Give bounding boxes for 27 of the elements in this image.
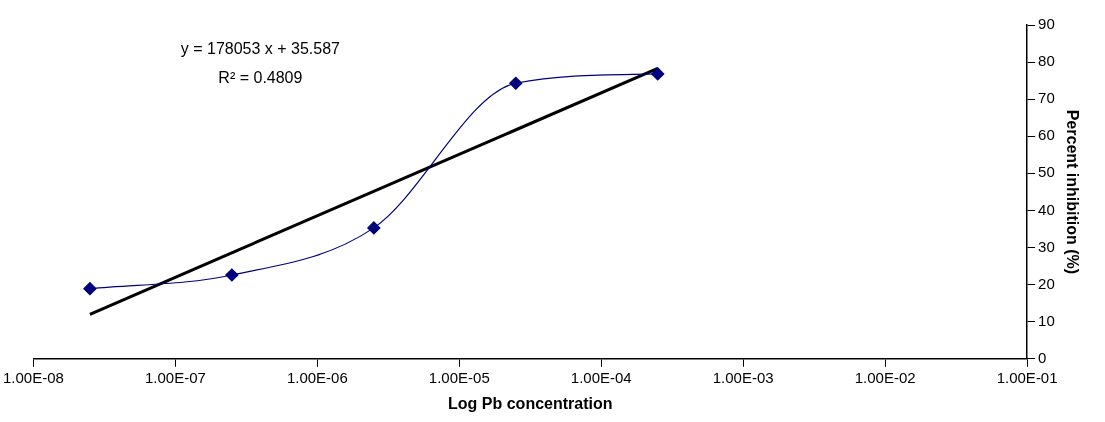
y-tick-label: 70	[1038, 89, 1055, 107]
x-tick-label: 1.00E-06	[286, 368, 348, 386]
y-tick-label: 60	[1038, 126, 1055, 144]
x-axis-title: Log Pb concentration	[448, 394, 613, 412]
point	[509, 76, 523, 90]
y-tick-label: 0	[1038, 348, 1047, 366]
x-tick-label: 1.00E-03	[712, 368, 774, 386]
y-tick-label: 50	[1038, 163, 1055, 181]
y-tick-label: 40	[1038, 200, 1055, 218]
x-tick-label: 1.00E-05	[428, 368, 490, 386]
point	[367, 221, 381, 235]
x-tick-label: 1.00E-04	[570, 368, 632, 386]
x-tick-label: 1.00E-08	[2, 368, 64, 386]
point	[225, 268, 239, 282]
y-tick-label: 30	[1038, 237, 1055, 255]
y-tick-label: 10	[1038, 311, 1055, 329]
x-tick-label: 1.00E-02	[854, 368, 916, 386]
point	[83, 282, 97, 296]
point	[651, 67, 665, 81]
y-tick-label: 80	[1038, 52, 1055, 70]
y-tick-label: 20	[1038, 274, 1055, 292]
y-tick-label: 90	[1038, 15, 1055, 33]
annotation: R² = 0.4809	[218, 69, 303, 86]
y-axis-title: Percent inhibition (%)	[1063, 109, 1081, 275]
annotation: y = 178053 x + 35.587	[180, 40, 341, 57]
x-tick-label: 1.00E-07	[144, 368, 206, 386]
x-tick-label: 1.00E-01	[996, 368, 1058, 386]
